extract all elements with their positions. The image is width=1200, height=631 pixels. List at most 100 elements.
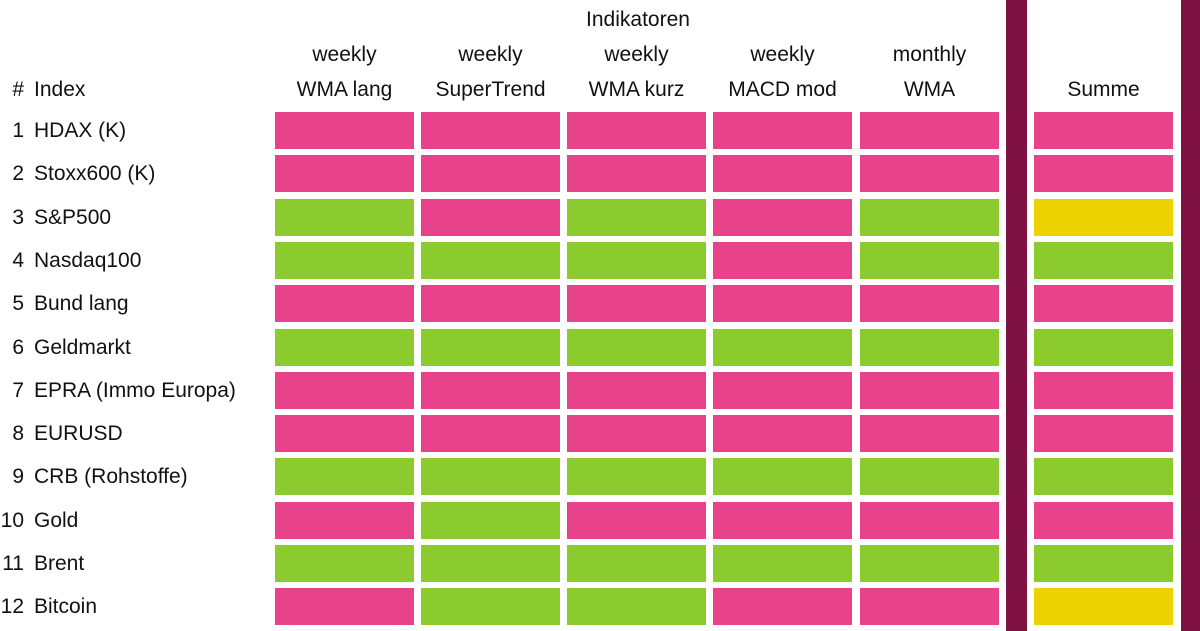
- row-index-name: Nasdaq100: [34, 249, 142, 272]
- row-index-name: Brent: [34, 552, 85, 575]
- row-index-name: Geldmarkt: [34, 336, 131, 359]
- signal-cell-green: [421, 242, 560, 279]
- signal-cell-red: [713, 199, 852, 236]
- signal-cell-red: [421, 155, 560, 192]
- signal-cell-red: [713, 242, 852, 279]
- signal-cell-red: [567, 155, 706, 192]
- signal-cell-red: [860, 415, 999, 452]
- signal-cell-green: [421, 588, 560, 625]
- summe-cell-green: [1034, 242, 1173, 279]
- column-header-line2: WMA: [903, 78, 956, 101]
- signal-cell-red: [713, 588, 852, 625]
- signal-cell-red: [567, 285, 706, 322]
- signal-cell-red: [860, 285, 999, 322]
- separator-bar: [1006, 0, 1027, 631]
- signal-cell-green: [860, 545, 999, 582]
- signal-cell-green: [860, 199, 999, 236]
- signal-cell-green: [713, 458, 852, 495]
- summe-cell-yellow: [1034, 588, 1173, 625]
- signal-cell-green: [713, 545, 852, 582]
- signal-cell-green: [860, 242, 999, 279]
- signal-cell-red: [713, 372, 852, 409]
- signal-cell-red: [567, 372, 706, 409]
- signal-cell-red: [860, 155, 999, 192]
- signal-cell-red: [567, 502, 706, 539]
- summe-cell-green: [1034, 329, 1173, 366]
- summe-cell-red: [1034, 155, 1173, 192]
- summe-cell-green: [1034, 545, 1173, 582]
- signal-cell-red: [421, 415, 560, 452]
- signal-cell-red: [713, 415, 852, 452]
- column-header-line2: SuperTrend: [435, 78, 546, 101]
- row-number: 10: [0, 509, 24, 532]
- column-header-line2: WMA lang: [296, 78, 393, 101]
- signal-cell-red: [713, 112, 852, 149]
- row-number: 11: [2, 552, 24, 575]
- group-header: Indikatoren: [586, 8, 690, 31]
- row-number: 2: [12, 162, 24, 185]
- signal-cell-green: [567, 199, 706, 236]
- summe-cell-red: [1034, 502, 1173, 539]
- signal-cell-red: [567, 415, 706, 452]
- row-number: 6: [12, 336, 24, 359]
- row-index-name: CRB (Rohstoffe): [34, 465, 188, 488]
- column-header-line1: weekly: [750, 43, 815, 66]
- column-header-line1: weekly: [604, 43, 669, 66]
- signal-cell-red: [275, 502, 414, 539]
- column-header-line1: monthly: [892, 43, 967, 66]
- summe-cell-yellow: [1034, 199, 1173, 236]
- row-index-name: Gold: [34, 509, 79, 532]
- index-header: Index: [34, 78, 86, 101]
- row-number: 3: [12, 206, 24, 229]
- signal-cell-red: [421, 199, 560, 236]
- summe-cell-red: [1034, 112, 1173, 149]
- signal-cell-red: [275, 155, 414, 192]
- signal-cell-red: [567, 112, 706, 149]
- row-index-name: HDAX (K): [34, 119, 127, 142]
- signal-cell-red: [275, 415, 414, 452]
- row-index-name: EPRA (Immo Europa): [34, 379, 236, 402]
- signal-cell-red: [421, 285, 560, 322]
- signal-cell-green: [421, 329, 560, 366]
- signal-cell-green: [860, 458, 999, 495]
- row-number: 5: [12, 292, 24, 315]
- row-number: 4: [12, 249, 24, 272]
- signal-cell-green: [421, 458, 560, 495]
- row-index-name: Stoxx600 (K): [34, 162, 156, 185]
- signal-cell-red: [275, 588, 414, 625]
- row-number: 12: [0, 595, 24, 618]
- signal-cell-red: [275, 112, 414, 149]
- row-number: 1: [12, 119, 24, 142]
- row-number-header: #: [12, 78, 24, 101]
- signal-cell-red: [275, 285, 414, 322]
- signal-cell-green: [860, 329, 999, 366]
- signal-cell-green: [567, 588, 706, 625]
- signal-cell-red: [860, 502, 999, 539]
- signal-cell-green: [567, 242, 706, 279]
- summe-cell-green: [1034, 458, 1173, 495]
- signal-cell-green: [275, 329, 414, 366]
- signal-cell-red: [275, 372, 414, 409]
- row-index-name: EURUSD: [34, 422, 123, 445]
- summe-header: Summe: [1067, 78, 1140, 101]
- summe-cell-red: [1034, 415, 1173, 452]
- row-number: 7: [12, 379, 24, 402]
- column-header-line1: weekly: [312, 43, 377, 66]
- signal-cell-green: [567, 458, 706, 495]
- signal-cell-green: [275, 545, 414, 582]
- column-header-line2: WMA kurz: [588, 78, 685, 101]
- signal-cell-red: [860, 588, 999, 625]
- signal-cell-green: [421, 502, 560, 539]
- column-header-line2: MACD mod: [728, 78, 837, 101]
- signal-cell-green: [713, 329, 852, 366]
- signal-cell-green: [275, 242, 414, 279]
- row-number: 9: [12, 465, 24, 488]
- signal-cell-green: [567, 329, 706, 366]
- signal-cell-red: [713, 502, 852, 539]
- signal-cell-red: [713, 155, 852, 192]
- signal-cell-red: [713, 285, 852, 322]
- signal-cell-red: [421, 112, 560, 149]
- signal-cell-red: [421, 372, 560, 409]
- signal-cell-green: [567, 545, 706, 582]
- separator-bar: [1181, 0, 1200, 631]
